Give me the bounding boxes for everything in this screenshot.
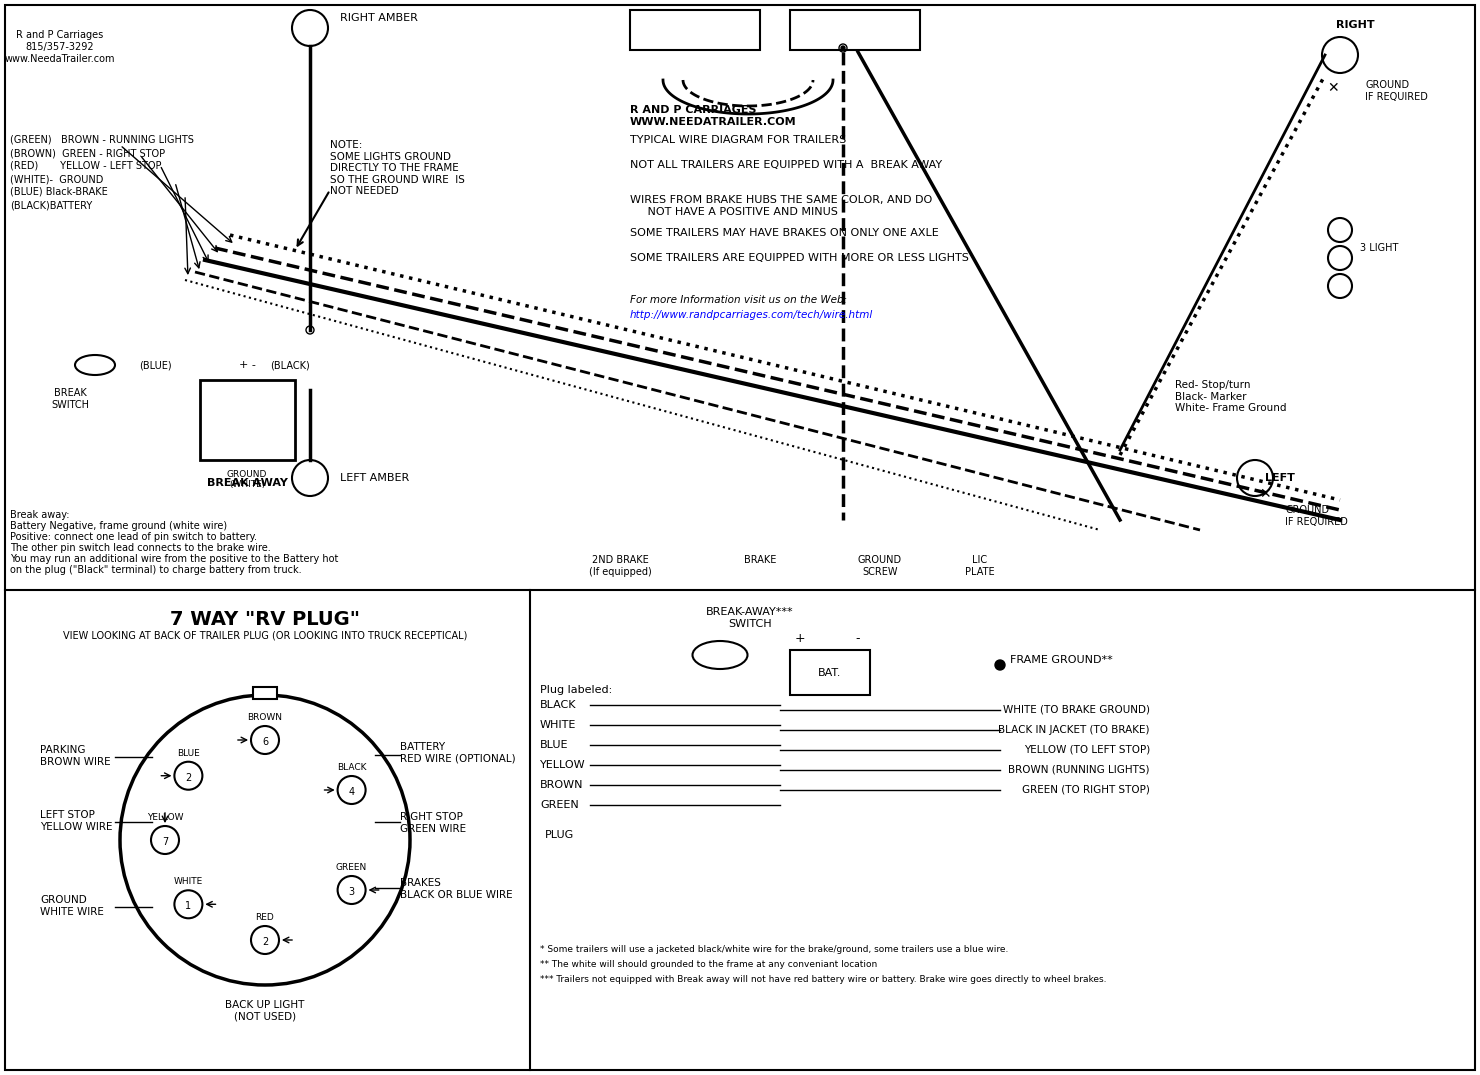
Text: BREAK
SWITCH: BREAK SWITCH: [50, 388, 89, 410]
Text: (BLUE): (BLUE): [139, 360, 172, 370]
Text: (BLACK): (BLACK): [271, 360, 309, 370]
Text: 2: 2: [262, 937, 268, 947]
Text: GREEN (TO RIGHT STOP): GREEN (TO RIGHT STOP): [1023, 785, 1150, 796]
Text: BATTERY
RED WIRE (OPTIONAL): BATTERY RED WIRE (OPTIONAL): [400, 742, 515, 763]
Text: +: +: [795, 632, 805, 645]
Text: (BROWN)  GREEN - RIGHT STOP: (BROWN) GREEN - RIGHT STOP: [10, 148, 166, 158]
Text: SOME TRAILERS MAY HAVE BRAKES ON ONLY ONE AXLE: SOME TRAILERS MAY HAVE BRAKES ON ONLY ON…: [630, 228, 938, 238]
Text: LEFT: LEFT: [1265, 473, 1295, 483]
Bar: [630, 10, 761, 51]
Text: Plug labeled:: Plug labeled:: [540, 685, 613, 696]
Text: * Some trailers will use a jacketed black/white wire for the brake/ground, some : * Some trailers will use a jacketed blac…: [540, 945, 1008, 954]
Bar: [790, 10, 921, 51]
Text: LIC
PLATE: LIC PLATE: [965, 555, 995, 576]
Text: WHITE: WHITE: [540, 720, 576, 730]
Text: BROWN: BROWN: [540, 780, 583, 790]
Text: BREAK AWAY: BREAK AWAY: [207, 478, 287, 488]
Text: *** Trailers not equipped with Break away will not have red battery wire or batt: *** Trailers not equipped with Break awa…: [540, 975, 1107, 984]
Text: PARKING
BROWN WIRE: PARKING BROWN WIRE: [40, 745, 111, 766]
Text: Red- Stop/turn
Black- Marker
White- Frame Ground: Red- Stop/turn Black- Marker White- Fram…: [1175, 379, 1286, 413]
Text: (WHITE)-  GROUND: (WHITE)- GROUND: [10, 174, 104, 184]
Text: Positive: connect one lead of pin switch to battery.: Positive: connect one lead of pin switch…: [10, 532, 258, 542]
Text: BLUE: BLUE: [178, 748, 200, 758]
Text: 7 WAY "RV PLUG": 7 WAY "RV PLUG": [170, 610, 360, 629]
Text: (RED)       YELLOW - LEFT STOP: (RED) YELLOW - LEFT STOP: [10, 161, 161, 171]
Text: 1: 1: [185, 901, 191, 912]
Text: You may run an additional wire from the positive to the Battery hot: You may run an additional wire from the …: [10, 554, 339, 564]
Text: (BLUE) Black-BRAKE: (BLUE) Black-BRAKE: [10, 187, 108, 197]
Text: WHITE: WHITE: [173, 877, 203, 886]
Text: WHITE (TO BRAKE GROUND): WHITE (TO BRAKE GROUND): [1003, 705, 1150, 715]
Bar: [200, 379, 295, 460]
Bar: [790, 650, 870, 696]
Text: 2ND BRAKE
(If equipped): 2ND BRAKE (If equipped): [589, 555, 651, 576]
Text: GROUND
IF REQUIRED: GROUND IF REQUIRED: [1285, 505, 1348, 527]
Text: RED: RED: [256, 913, 274, 922]
Text: LEFT AMBER: LEFT AMBER: [340, 473, 410, 483]
Text: NOTE:
SOME LIGHTS GROUND
DIRECTLY TO THE FRAME
SO THE GROUND WIRE  IS
NOT NEEDED: NOTE: SOME LIGHTS GROUND DIRECTLY TO THE…: [330, 140, 465, 197]
Text: RIGHT AMBER: RIGHT AMBER: [340, 13, 417, 23]
Text: BAT.: BAT.: [818, 668, 842, 678]
Text: RIGHT STOP
GREEN WIRE: RIGHT STOP GREEN WIRE: [400, 812, 466, 833]
Text: BRAKES
BLACK OR BLUE WIRE: BRAKES BLACK OR BLUE WIRE: [400, 878, 512, 900]
Text: www.NeedaTrailer.com: www.NeedaTrailer.com: [4, 54, 115, 64]
Text: R and P Carriages: R and P Carriages: [16, 30, 104, 40]
Text: GROUND
(WHITE): GROUND (WHITE): [226, 470, 268, 489]
Text: ✕: ✕: [1259, 487, 1271, 501]
Text: on the plug ("Black" terminal) to charge battery from truck.: on the plug ("Black" terminal) to charge…: [10, 565, 302, 575]
Text: RIGHT: RIGHT: [1335, 20, 1375, 30]
Text: BRAKE: BRAKE: [744, 555, 776, 565]
Text: GROUND
IF REQUIRED: GROUND IF REQUIRED: [1365, 80, 1428, 102]
Text: GREEN: GREEN: [540, 800, 579, 809]
Text: 4: 4: [349, 787, 355, 797]
Text: 6: 6: [262, 737, 268, 747]
Text: (BLACK)BATTERY: (BLACK)BATTERY: [10, 200, 92, 210]
Text: R AND P CARRIAGES
WWW.NEEDATRAILER.COM: R AND P CARRIAGES WWW.NEEDATRAILER.COM: [630, 105, 796, 127]
Text: Battery Negative, frame ground (white wire): Battery Negative, frame ground (white wi…: [10, 521, 226, 531]
Text: BLACK: BLACK: [540, 700, 577, 710]
Text: http://www.randpcarriages.com/tech/wire.html: http://www.randpcarriages.com/tech/wire.…: [630, 310, 873, 320]
Text: 3 LIGHT: 3 LIGHT: [1360, 243, 1399, 253]
Text: WIRES FROM BRAKE HUBS THE SAME COLOR, AND DO
     NOT HAVE A POSITIVE AND MINUS: WIRES FROM BRAKE HUBS THE SAME COLOR, AN…: [630, 195, 932, 216]
Text: Break away:: Break away:: [10, 510, 70, 520]
Text: FRAME GROUND**: FRAME GROUND**: [1009, 655, 1113, 665]
Text: For more Information visit us on the Web:: For more Information visit us on the Web…: [630, 295, 847, 305]
Text: BROWN: BROWN: [247, 713, 283, 722]
Text: YELLOW: YELLOW: [147, 813, 184, 822]
Text: BLACK: BLACK: [337, 763, 367, 772]
Text: -: -: [855, 632, 860, 645]
Text: SOME TRAILERS ARE EQUIPPED WITH MORE OR LESS LIGHTS: SOME TRAILERS ARE EQUIPPED WITH MORE OR …: [630, 253, 969, 263]
Text: GREEN: GREEN: [336, 863, 367, 872]
Text: ✕: ✕: [1328, 81, 1339, 95]
Text: BLACK IN JACKET (TO BRAKE): BLACK IN JACKET (TO BRAKE): [999, 725, 1150, 735]
Text: The other pin switch lead connects to the brake wire.: The other pin switch lead connects to th…: [10, 543, 271, 553]
Text: TYPICAL WIRE DIAGRAM FOR TRAILERS: TYPICAL WIRE DIAGRAM FOR TRAILERS: [630, 135, 847, 145]
Circle shape: [995, 660, 1005, 670]
Text: 815/357-3292: 815/357-3292: [25, 42, 95, 52]
Text: 3: 3: [349, 887, 355, 897]
Text: (GREEN)   BROWN - RUNNING LIGHTS: (GREEN) BROWN - RUNNING LIGHTS: [10, 135, 194, 145]
Text: BLUE: BLUE: [540, 740, 568, 750]
Circle shape: [841, 46, 845, 51]
Text: BROWN (RUNNING LIGHTS): BROWN (RUNNING LIGHTS): [1008, 765, 1150, 775]
Text: BREAK-AWAY***
SWITCH: BREAK-AWAY*** SWITCH: [706, 607, 793, 629]
Text: PLUG: PLUG: [545, 830, 574, 840]
Text: VIEW LOOKING AT BACK OF TRAILER PLUG (OR LOOKING INTO TRUCK RECEPTICAL): VIEW LOOKING AT BACK OF TRAILER PLUG (OR…: [62, 630, 468, 640]
Text: YELLOW: YELLOW: [540, 760, 586, 770]
Text: GROUND
SCREW: GROUND SCREW: [858, 555, 903, 576]
Text: + -: + -: [238, 360, 256, 370]
Text: 2: 2: [185, 773, 191, 783]
Text: LEFT STOP
YELLOW WIRE: LEFT STOP YELLOW WIRE: [40, 809, 112, 832]
Text: BACK UP LIGHT
(NOT USED): BACK UP LIGHT (NOT USED): [225, 1000, 305, 1021]
Text: ** The white will should grounded to the frame at any conveniant location: ** The white will should grounded to the…: [540, 960, 878, 969]
Text: 7: 7: [161, 837, 169, 847]
Text: NOT ALL TRAILERS ARE EQUIPPED WITH A  BREAK AWAY: NOT ALL TRAILERS ARE EQUIPPED WITH A BRE…: [630, 160, 943, 170]
Bar: [253, 687, 277, 699]
Text: YELLOW (TO LEFT STOP): YELLOW (TO LEFT STOP): [1024, 745, 1150, 755]
Text: GROUND
WHITE WIRE: GROUND WHITE WIRE: [40, 895, 104, 917]
